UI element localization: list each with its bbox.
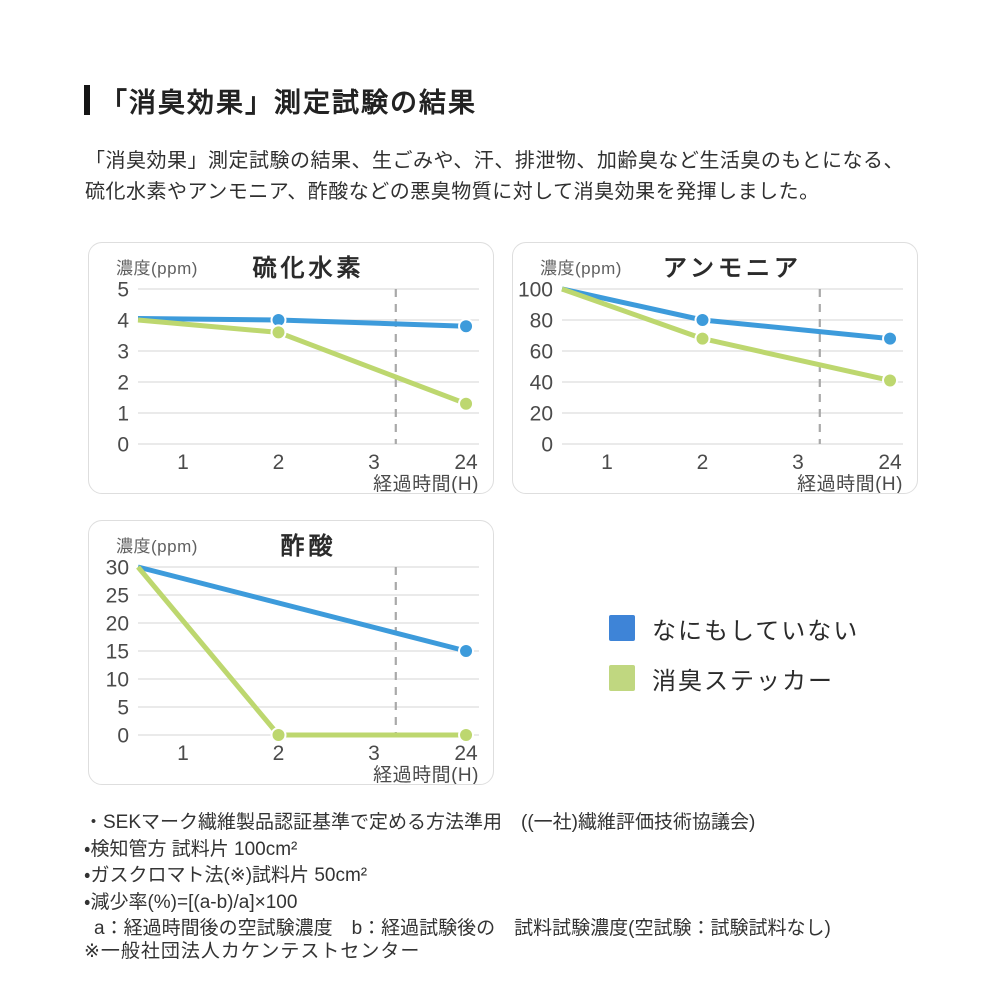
- y-axis-unit-label: 濃度(ppm): [540, 259, 622, 278]
- y-tick-label: 15: [106, 640, 129, 663]
- legend-item: 消臭ステッカー: [609, 665, 859, 695]
- data-point-dot: [458, 727, 475, 743]
- data-point-dot: [458, 643, 475, 659]
- x-tick-label: 24: [878, 451, 902, 474]
- series-line: [561, 286, 891, 342]
- data-point-dot: [882, 330, 899, 347]
- data-point-dot: [882, 372, 899, 389]
- x-tick-label: 3: [368, 742, 380, 765]
- series-line: [137, 317, 467, 407]
- intro-line-2: 硫化水素やアンモニア、酢酸などの悪臭物質に対して消臭効果を発揮しました。: [85, 181, 820, 203]
- page-title: 「消臭効果」測定試験の結果: [100, 88, 477, 118]
- chart-panel-ammonia: 濃度(ppm) アンモニア 100 80 60 40 20 0 1 2 3 24 経過時間(H): [512, 242, 918, 494]
- y-tick-label: 0: [117, 433, 129, 456]
- y-tick-label: 0: [117, 724, 129, 747]
- y-tick-label: 2: [117, 371, 129, 394]
- data-point-dot: [270, 727, 287, 743]
- chart-title: 硫化水素: [252, 255, 365, 282]
- y-tick-label: 5: [117, 696, 129, 719]
- y-tick-label: 25: [106, 584, 129, 607]
- intro-line-1: 「消臭効果」測定試験の結果、生ごみや、汗、排泄物、加齢臭など生活臭のもとになる、: [85, 150, 904, 172]
- y-axis-unit-label: 濃度(ppm): [116, 259, 198, 278]
- footnote-item: ・SEKマーク繊維製品認証基準で定める方法準用 ((一社)繊維評価技術協議会): [84, 812, 756, 833]
- y-tick-label: 5: [117, 278, 129, 301]
- chart-title: アンモニア: [662, 255, 803, 282]
- legend-color-swatch: [609, 665, 635, 691]
- chart-legend: なにもしていない 消臭ステッカー: [609, 615, 859, 715]
- series-line: [137, 564, 467, 654]
- y-tick-label: 30: [106, 556, 129, 579]
- chart-panel-acetic-acid: 濃度(ppm) 酢酸 30 25 20 15 10 5 0 1 2 3 24 経過時間(H): [88, 520, 494, 785]
- testing-center-note: ※一般社団法人カケンテストセンター: [84, 941, 421, 962]
- data-point-dot: [458, 318, 475, 335]
- y-tick-label: 100: [518, 278, 553, 301]
- x-tick-label: 24: [454, 451, 478, 474]
- y-tick-label: 20: [530, 402, 553, 425]
- legend-color-swatch: [609, 615, 635, 641]
- legend-label: 消臭ステッカー: [652, 667, 834, 695]
- x-axis-title: 経過時間(H): [373, 764, 479, 784]
- y-axis-unit-label: 濃度(ppm): [116, 537, 198, 556]
- y-tick-label: 1: [117, 402, 129, 425]
- x-axis-title: 経過時間(H): [797, 473, 903, 493]
- y-tick-label: 20: [106, 612, 129, 635]
- footnote-item: ・減少率(%)=[(a-b)/a]×100: [84, 891, 298, 913]
- x-tick-label: 3: [368, 451, 380, 474]
- y-tick-label: 3: [117, 340, 129, 363]
- footnote-item: a：経過時間後の空試験濃度 b：経過試験後の 試料試験濃度(空試験：試験試料なし…: [94, 918, 831, 939]
- y-tick-label: 0: [541, 433, 553, 456]
- data-point-dot: [458, 395, 475, 412]
- y-tick-label: 10: [106, 668, 129, 691]
- legend-item: なにもしていない: [609, 615, 859, 645]
- legend-label: なにもしていない: [652, 617, 860, 645]
- heading-accent-bar: [84, 85, 90, 115]
- x-tick-label: 1: [177, 742, 189, 765]
- y-tick-label: 4: [117, 309, 129, 332]
- chart-title: 酢酸: [280, 533, 337, 560]
- x-tick-label: 24: [454, 742, 478, 765]
- chart-panel-hydrogen-sulfide: 濃度(ppm) 硫化水素 5 4 3 2 1 0 1 2 3 24 経過時間(H): [88, 242, 494, 494]
- x-tick-label: 2: [273, 451, 285, 474]
- x-tick-label: 1: [177, 451, 189, 474]
- x-tick-label: 2: [697, 451, 709, 474]
- footnote-item: ・ガスクロマト法(※)試料片 50cm²: [84, 865, 368, 886]
- data-point-dot: [270, 324, 287, 341]
- data-point-dot: [694, 312, 711, 328]
- x-tick-label: 2: [273, 742, 285, 765]
- x-tick-label: 1: [601, 451, 613, 474]
- y-tick-label: 80: [530, 309, 553, 332]
- intro-paragraph: 「消臭効果」測定試験の結果、生ごみや、汗、排泄物、加齢臭など生活臭のもとになる、…: [85, 146, 904, 208]
- y-tick-label: 40: [530, 371, 553, 394]
- footnotes-list: ・SEKマーク繊維製品認証基準で定める方法準用 ((一社)繊維評価技術協議会) ・…: [84, 810, 831, 943]
- x-tick-label: 3: [792, 451, 804, 474]
- y-tick-label: 60: [530, 340, 553, 363]
- data-point-dot: [694, 330, 711, 347]
- x-axis-title: 経過時間(H): [373, 473, 479, 493]
- footnote-item: ・検知管方 試料片 100cm²: [84, 838, 298, 860]
